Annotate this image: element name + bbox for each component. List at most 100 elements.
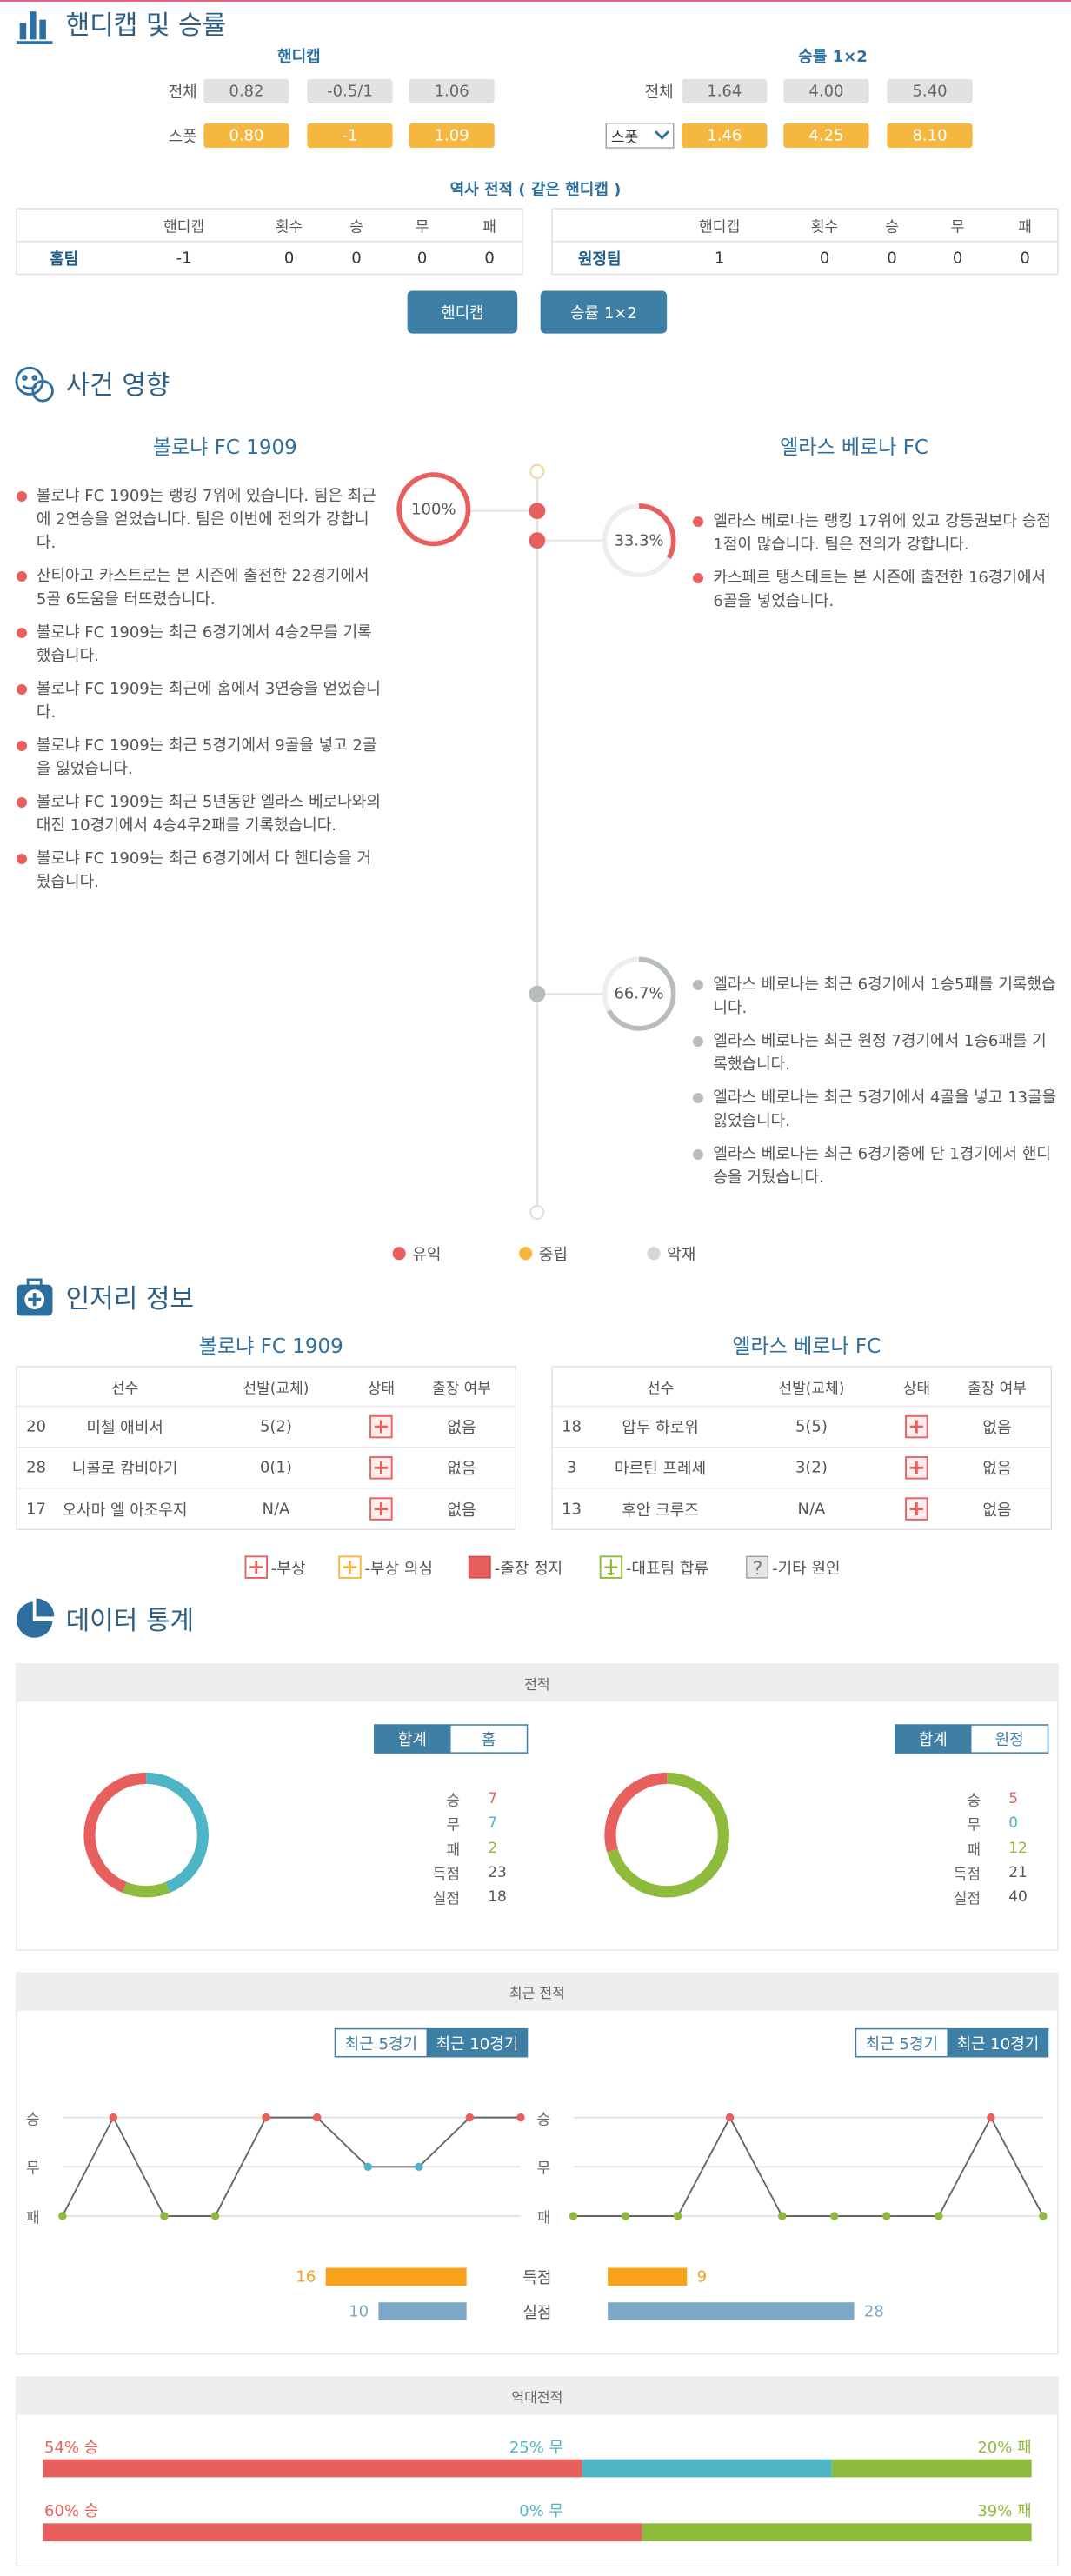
tab-label[interactable]: 최근 5경기 (865, 2034, 939, 2053)
cell: 13 (562, 1500, 582, 1519)
bar-category: 실점 (522, 2303, 552, 2322)
h2h-label: 60% 승 (44, 2502, 99, 2521)
impact-item: 카스페르 탱스테트는 본 시즌에 출전한 16경기에서 6골을 넣었습니다. (693, 566, 1057, 613)
tab-label[interactable]: 최근 10경기 (956, 2034, 1040, 2053)
status-icon-plus (909, 1501, 923, 1516)
box-title: 전적 (524, 1675, 550, 1693)
cell: -1 (176, 249, 192, 268)
legend-dot (647, 1247, 661, 1261)
toggle-button[interactable] (407, 290, 518, 334)
cell: 0 (1020, 249, 1030, 268)
tab-label[interactable]: 최근 5경기 (344, 2034, 418, 2053)
impact-text: 엘라스 베로나는 랭킹 17위에 있고 강등권보다 승점 1점이 많습니다. 팀… (713, 511, 1051, 554)
select-box[interactable] (605, 123, 675, 149)
odds-pill (307, 78, 393, 104)
cell: 28 (26, 1458, 47, 1477)
row-label: 스폿 (168, 127, 197, 146)
cell: 0 (283, 249, 295, 268)
status-icon-plus (374, 1501, 388, 1516)
cell: 없음 (982, 1460, 1012, 1479)
legend-label: 유익 (412, 1245, 442, 1264)
h2h-segment (43, 2523, 642, 2542)
cell: 3(2) (795, 1458, 828, 1477)
status-icon-plus (374, 1420, 388, 1434)
team-name: 엘라스 베로나 FC (732, 1335, 881, 1358)
cell: 3 (566, 1458, 577, 1477)
bullet (16, 684, 27, 696)
form-point (109, 2113, 118, 2122)
tab-label[interactable]: 최근 10경기 (436, 2034, 519, 2053)
y-tick-label: 패 (536, 2209, 551, 2227)
legend-label: -출장 정지 (494, 1559, 563, 1578)
stat-value: 5 (1008, 1790, 1019, 1808)
column-header: 핸디캡 (277, 48, 321, 67)
column-header: 선발(교체) (778, 1380, 845, 1398)
y-tick-label: 무 (536, 2160, 551, 2178)
bar-category: 득점 (522, 2268, 552, 2287)
tab[interactable] (855, 2027, 949, 2058)
impact-text: 볼로냐 FC 1909는 최근 6경기에서 다 핸디승을 거뒀습니다. (36, 849, 372, 892)
stat-value: 23 (488, 1864, 507, 1882)
tab-label[interactable]: 원정 (994, 1731, 1024, 1750)
impact-list: 엘라스 베로나는 랭킹 17위에 있고 강등권보다 승점 1점이 많습니다. 팀… (693, 509, 1057, 622)
tab-label[interactable]: 합계 (918, 1731, 948, 1750)
odds-pill (887, 123, 973, 149)
stat-label: 실점 (432, 1890, 461, 1908)
ring-arc (602, 503, 676, 578)
form-point (882, 2212, 891, 2220)
bar-value: 10 (349, 2302, 369, 2321)
tab-label[interactable]: 홈 (481, 1731, 496, 1750)
tab[interactable] (947, 2027, 1049, 2058)
legend-icon-plus (249, 1561, 263, 1574)
impact-text: 볼로냐 FC 1909는 최근 6경기에서 4승2무를 기록했습니다. (36, 623, 372, 666)
status-icon-plus (374, 1461, 388, 1474)
tab[interactable] (969, 1724, 1049, 1754)
form-point (673, 2212, 682, 2220)
cell: 18 (562, 1417, 582, 1436)
legend-dot (519, 1247, 533, 1261)
form-point (415, 2162, 423, 2172)
column-header: 무 (950, 218, 965, 236)
tab[interactable] (374, 1724, 451, 1754)
impact-item: 엘라스 베로나는 최근 원정 7경기에서 1승6패를 기록했습니다. (693, 1029, 1057, 1076)
impact-text: 카스페르 탱스테트는 본 시즌에 출전한 16경기에서 6골을 넣었습니다. (713, 568, 1047, 610)
tab[interactable] (449, 1724, 529, 1754)
select-value[interactable]: 스폿 (610, 129, 639, 147)
toggle-button[interactable] (540, 290, 668, 334)
toggle-button-label[interactable]: 승률 1×2 (569, 304, 637, 323)
odds-value: 0.80 (229, 126, 264, 145)
bar-value: 9 (696, 2267, 708, 2286)
legend-icon-plane (604, 1559, 618, 1576)
section-title: 데이터 통계 (65, 1606, 195, 1637)
cell: 0 (819, 249, 830, 268)
stat-label: 득점 (953, 1866, 981, 1884)
tab[interactable] (895, 1724, 972, 1754)
impact-text: 엘라스 베로나는 최근 원정 7경기에서 1승6패를 기록했습니다. (713, 1031, 1047, 1074)
box-title: 역대전적 (511, 2388, 563, 2406)
legend-label: 중립 (538, 1245, 568, 1264)
box-title: 최근 전적 (509, 1985, 565, 2002)
h2h-label: 20% 패 (977, 2438, 1032, 2457)
cell: 없음 (447, 1419, 476, 1438)
ring-arc (396, 472, 471, 547)
row-label: 전체 (168, 83, 197, 102)
ring-label: 100% (411, 500, 456, 519)
impact-text: 볼로냐 FC 1909는 랭킹 7위에 있습니다. 팀은 최근에 2연승을 얻었… (36, 487, 376, 553)
toggle-button-label[interactable]: 핸디캡 (441, 304, 484, 323)
column-header: 승 (349, 218, 363, 236)
impact-text: 엘라스 베로나는 최근 5경기에서 4골을 넣고 13골을 잃었습니다. (713, 1088, 1057, 1130)
y-tick-label: 승 (536, 2111, 551, 2129)
cell: 오사마 엘 아조우지 (62, 1501, 188, 1520)
legend-label: -대표팀 합류 (625, 1559, 708, 1578)
status-icon-plus (909, 1420, 923, 1434)
cell: 1 (714, 249, 725, 268)
tab-label[interactable]: 합계 (397, 1731, 427, 1750)
tab[interactable] (426, 2027, 529, 2058)
odds-value: 1.46 (707, 126, 742, 145)
form-point (58, 2212, 67, 2220)
odds-value: 4.00 (808, 82, 844, 101)
stat-value: 12 (1008, 1839, 1028, 1857)
impact-list: 볼로냐 FC 1909는 랭킹 7위에 있습니다. 팀은 최근에 2연승을 얻었… (16, 484, 381, 903)
cell: N/A (797, 1500, 826, 1519)
column-header: 승률 1×2 (798, 48, 868, 67)
